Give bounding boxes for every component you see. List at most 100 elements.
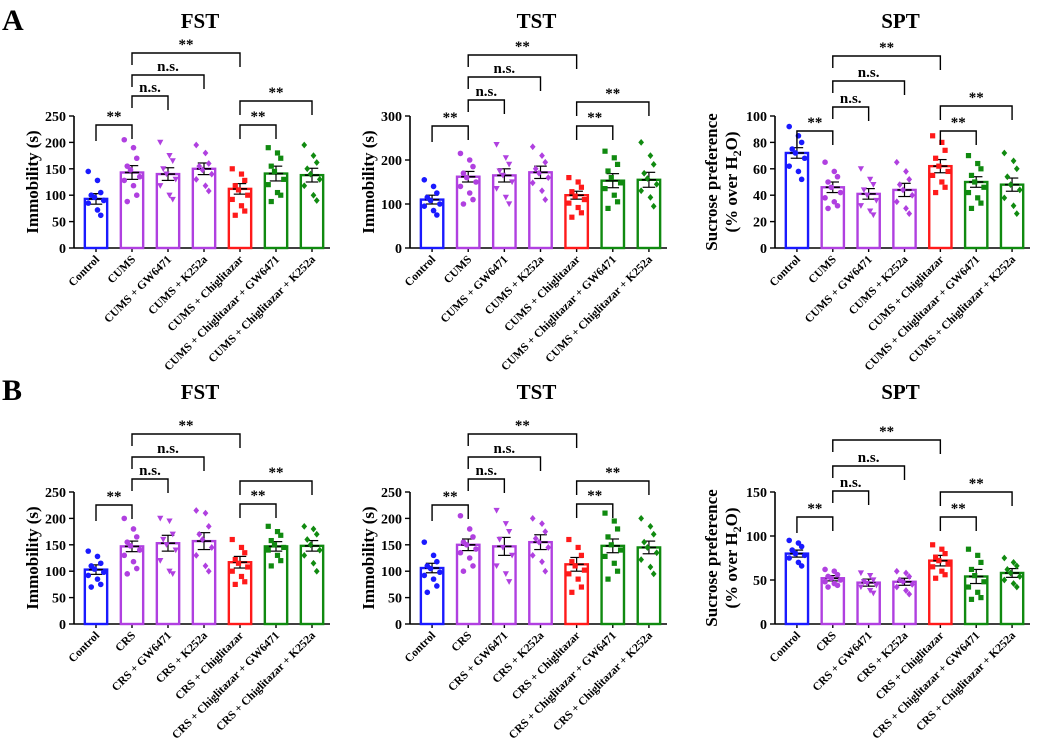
data-point (786, 555, 793, 561)
y-axis-label: Sucrose preference (702, 113, 721, 251)
significance-bracket (832, 465, 906, 480)
y-axis-label-line2: (% over H2O) (722, 507, 744, 608)
significance-label: ** (951, 115, 966, 131)
significance-label: n.s. (139, 463, 161, 479)
data-point (786, 537, 793, 544)
data-point (205, 160, 212, 167)
data-point (127, 167, 134, 173)
data-point (945, 168, 951, 175)
category-label: CUMS (442, 254, 474, 286)
y-tick-label: 0 (760, 242, 767, 257)
data-point (900, 578, 906, 586)
data-point (245, 192, 251, 198)
data-point (536, 538, 542, 546)
y-tick-label: 150 (45, 163, 66, 178)
data-point (870, 577, 877, 584)
data-point (463, 542, 470, 548)
data-point (647, 152, 654, 159)
data-point (578, 184, 585, 190)
data-point (268, 537, 274, 544)
significance-bracket (832, 55, 942, 70)
data-point (1001, 554, 1008, 562)
y-tick-label: 300 (381, 110, 402, 125)
y-axis-label: Immobility (s) (359, 130, 378, 233)
data-point (457, 512, 464, 519)
data-point (205, 522, 212, 530)
data-point (906, 175, 913, 183)
data-point (245, 564, 251, 570)
data-point (466, 190, 473, 196)
data-point (100, 569, 107, 576)
data-point (903, 569, 909, 577)
data-point (496, 536, 503, 543)
data-point (798, 176, 805, 183)
category-label: Control (67, 254, 102, 289)
y-tick-label: 0 (760, 618, 767, 633)
data-point (196, 530, 203, 538)
data-point (867, 176, 874, 183)
data-point (196, 162, 203, 170)
data-point (307, 170, 314, 178)
data-point (466, 157, 473, 163)
data-point (94, 207, 101, 213)
data-point (644, 544, 651, 551)
data-point (605, 534, 611, 540)
data-point (457, 549, 464, 556)
data-point (202, 562, 209, 570)
y-tick-label: 200 (45, 512, 66, 527)
y-tick-label: 200 (381, 512, 402, 527)
data-point (611, 155, 617, 161)
data-point (506, 529, 513, 535)
data-point (965, 153, 972, 159)
data-point (1010, 202, 1017, 210)
data-point (903, 205, 909, 212)
data-point (825, 179, 831, 185)
data-point (157, 139, 164, 146)
data-point (169, 531, 176, 538)
data-point (242, 579, 248, 585)
significance-bracket (939, 491, 1013, 506)
data-point (437, 569, 443, 576)
data-point (1013, 210, 1020, 218)
data-point (304, 536, 311, 543)
data-point (870, 212, 877, 219)
data-point (539, 558, 545, 566)
data-point (930, 172, 936, 178)
panel-letter-a: A (2, 4, 24, 37)
y-tick-label: 100 (45, 189, 66, 204)
y-tick-label: 150 (45, 539, 66, 554)
data-point (457, 183, 464, 190)
y-tick-label: 100 (746, 110, 767, 125)
data-point (121, 552, 128, 559)
significance-label: n.s. (840, 91, 862, 107)
data-point (304, 165, 311, 173)
h2o-tail: O) (722, 131, 741, 150)
data-point (614, 568, 621, 574)
data-point (166, 518, 173, 525)
data-point (650, 161, 657, 168)
h2o-subscript: 2 (730, 150, 744, 156)
significance-label: ** (969, 476, 984, 492)
data-point (647, 194, 654, 201)
data-point (1001, 149, 1008, 157)
data-point (235, 560, 242, 566)
data-point (566, 571, 572, 577)
data-point (611, 560, 617, 566)
significance-bracket (832, 439, 942, 454)
data-point (1010, 580, 1017, 587)
data-point (193, 175, 200, 183)
y-tick-label: 60 (753, 163, 767, 178)
data-point (193, 141, 200, 149)
significance-bracket (431, 125, 469, 142)
data-point (427, 197, 434, 204)
significance-bracket (131, 74, 205, 89)
chart-title: TST (517, 9, 557, 33)
data-point (434, 212, 440, 218)
data-point (605, 205, 611, 211)
significance-bracket (575, 125, 614, 140)
data-point (229, 536, 235, 543)
data-point (157, 183, 164, 189)
data-point (605, 168, 611, 174)
data-point (265, 145, 271, 151)
y-tick-label: 200 (381, 154, 402, 169)
